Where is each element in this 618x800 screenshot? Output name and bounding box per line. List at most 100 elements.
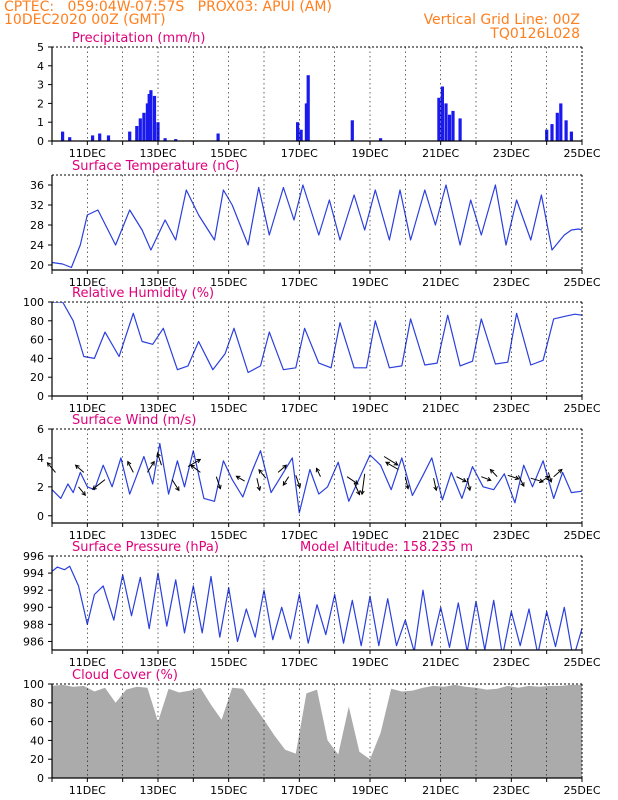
cloud-x-tick-label: 17DEC <box>281 784 318 797</box>
precip-bar <box>174 139 178 141</box>
precip-panel: 0 1 2 3 4 5 11DEC 13DEC 15DEC 17DEC 19DEC 21DEC 23DE… <box>37 31 601 160</box>
wind-x-tick-label: 25DEC <box>563 529 600 542</box>
precip-bar <box>299 129 303 141</box>
precip-bar <box>296 122 300 141</box>
precip-bar <box>138 118 142 141</box>
cloud-title: Cloud Cover (%) <box>72 668 178 683</box>
precip-bar <box>135 126 139 141</box>
wind-arrow-head <box>466 486 472 492</box>
temp-y-tick-label: 32 <box>30 199 44 212</box>
temp-x-tick-label: 25DEC <box>563 276 600 289</box>
wind-vector-arrow <box>236 475 245 482</box>
precip-y-tick-label: 2 <box>37 97 44 110</box>
precip-bar <box>145 103 149 141</box>
precip-bar <box>163 138 167 141</box>
precip-bar <box>128 131 132 141</box>
wind-arrow-head <box>175 486 180 492</box>
wind-arrow-head <box>74 464 80 470</box>
wind-vector-arrow <box>353 482 360 495</box>
header-grid-note: Vertical Grid Line: 00Z <box>423 12 580 28</box>
precip-bar <box>437 97 441 141</box>
wind-arrow-head <box>489 468 495 474</box>
temp-title: Surface Temperature (nC) <box>72 159 240 174</box>
pres-x-tick-label: 19DEC <box>351 656 388 669</box>
precip-y-tick-label: 4 <box>37 60 44 73</box>
wind-x-tick-label: 13DEC <box>139 529 176 542</box>
wind-vector-arrow <box>481 476 491 481</box>
pres-title: Surface Pressure (hPa) <box>72 540 219 555</box>
wind-vector-arrow <box>127 461 134 473</box>
cloud-y-tick-label: 20 <box>30 753 44 766</box>
temp-x-tick-label: 21DEC <box>422 276 459 289</box>
precip-bar <box>142 112 146 141</box>
pres-y-tick-label: 990 <box>23 601 44 614</box>
wind-vector-arrow <box>316 468 321 477</box>
wind-series-line <box>52 442 582 514</box>
wind-arrow-head <box>217 484 222 490</box>
cloud-y-tick-label: 100 <box>23 678 44 691</box>
temp-x-tick-label: 23DEC <box>493 276 530 289</box>
precip-bar <box>304 103 308 141</box>
wind-vector-arrow <box>539 476 550 483</box>
wind-x-tick-label: 19DEC <box>351 529 388 542</box>
precip-bar <box>444 103 448 141</box>
wind-arrow-head <box>486 476 492 482</box>
wind-vector-arrow <box>282 476 290 486</box>
pres-y-tick-label: 992 <box>23 584 44 597</box>
precip-y-tick-label: 5 <box>37 41 44 54</box>
wind-arrow-head <box>405 484 410 490</box>
wind-vector-arrow <box>277 464 287 473</box>
precip-bar <box>569 131 573 141</box>
precip-bar <box>61 131 65 141</box>
cloud-x-tick-label: 25DEC <box>563 784 600 797</box>
precip-bar <box>447 114 452 141</box>
wind-vector-arrow <box>346 476 359 485</box>
rh-x-tick-label: 25DEC <box>563 402 600 415</box>
wind-arrow-head <box>462 477 468 483</box>
pres-y-tick-label: 994 <box>23 567 44 580</box>
rh-y-tick-label: 0 <box>37 390 44 403</box>
precip-y-tick-label: 3 <box>37 79 44 92</box>
wind-arrow-head <box>393 461 399 466</box>
pres-x-tick-label: 17DEC <box>281 656 318 669</box>
temp-x-tick-label: 11DEC <box>69 276 106 289</box>
pres-panel: 986 988 990 992 994 996 11DEC 13DEC 15DEC 17DEC 19… <box>23 540 601 669</box>
cloud-x-tick-label: 11DEC <box>69 784 106 797</box>
wind-arrow-head <box>514 475 520 481</box>
precip-x-tick-label: 25DEC <box>563 147 600 160</box>
precip-bar <box>152 95 157 141</box>
precip-bar <box>550 124 554 141</box>
rh-x-tick-label: 19DEC <box>351 402 388 415</box>
wind-arrow-head <box>282 464 288 470</box>
cloud-x-tick-label: 15DEC <box>210 784 247 797</box>
precip-title: Precipitation (mm/h) <box>72 31 205 46</box>
wind-arrow-head <box>282 481 288 486</box>
wind-vector-arrow <box>171 479 180 491</box>
precip-bar <box>306 75 310 141</box>
wind-arrow-head <box>258 468 263 474</box>
precip-bar <box>440 86 444 141</box>
wind-vector-arrow <box>433 478 437 491</box>
pres-series-line <box>52 565 582 650</box>
temp-y-tick-label: 28 <box>30 219 44 232</box>
cloud-y-tick-label: 80 <box>30 697 44 710</box>
wind-y-tick-label: 4 <box>37 452 44 465</box>
wind-y-tick-label: 0 <box>37 510 44 523</box>
temp-x-tick-label: 13DEC <box>139 276 176 289</box>
wind-vector-arrow <box>507 474 519 480</box>
precip-bars <box>61 75 573 141</box>
precip-bar <box>149 90 153 141</box>
precip-x-tick-label: 15DEC <box>210 147 247 160</box>
wind-vector-arrow <box>256 478 261 491</box>
wind-vector-arrow <box>190 464 201 473</box>
wind-arrow-head <box>81 491 86 497</box>
precip-bar <box>379 138 383 141</box>
rh-y-tick-label: 80 <box>30 315 44 328</box>
wind-vector-arrow <box>295 475 301 488</box>
precip-bar <box>216 133 220 141</box>
rh-x-tick-label: 23DEC <box>493 402 530 415</box>
wind-x-tick-label: 23DEC <box>493 529 530 542</box>
wind-vector-arrow <box>404 476 409 489</box>
temp-panel: 20 24 28 32 36 11DEC 13DEC 15DEC 17DEC 19DEC 21DEC… <box>30 159 601 289</box>
pres-x-tick-label: 15DEC <box>210 656 247 669</box>
